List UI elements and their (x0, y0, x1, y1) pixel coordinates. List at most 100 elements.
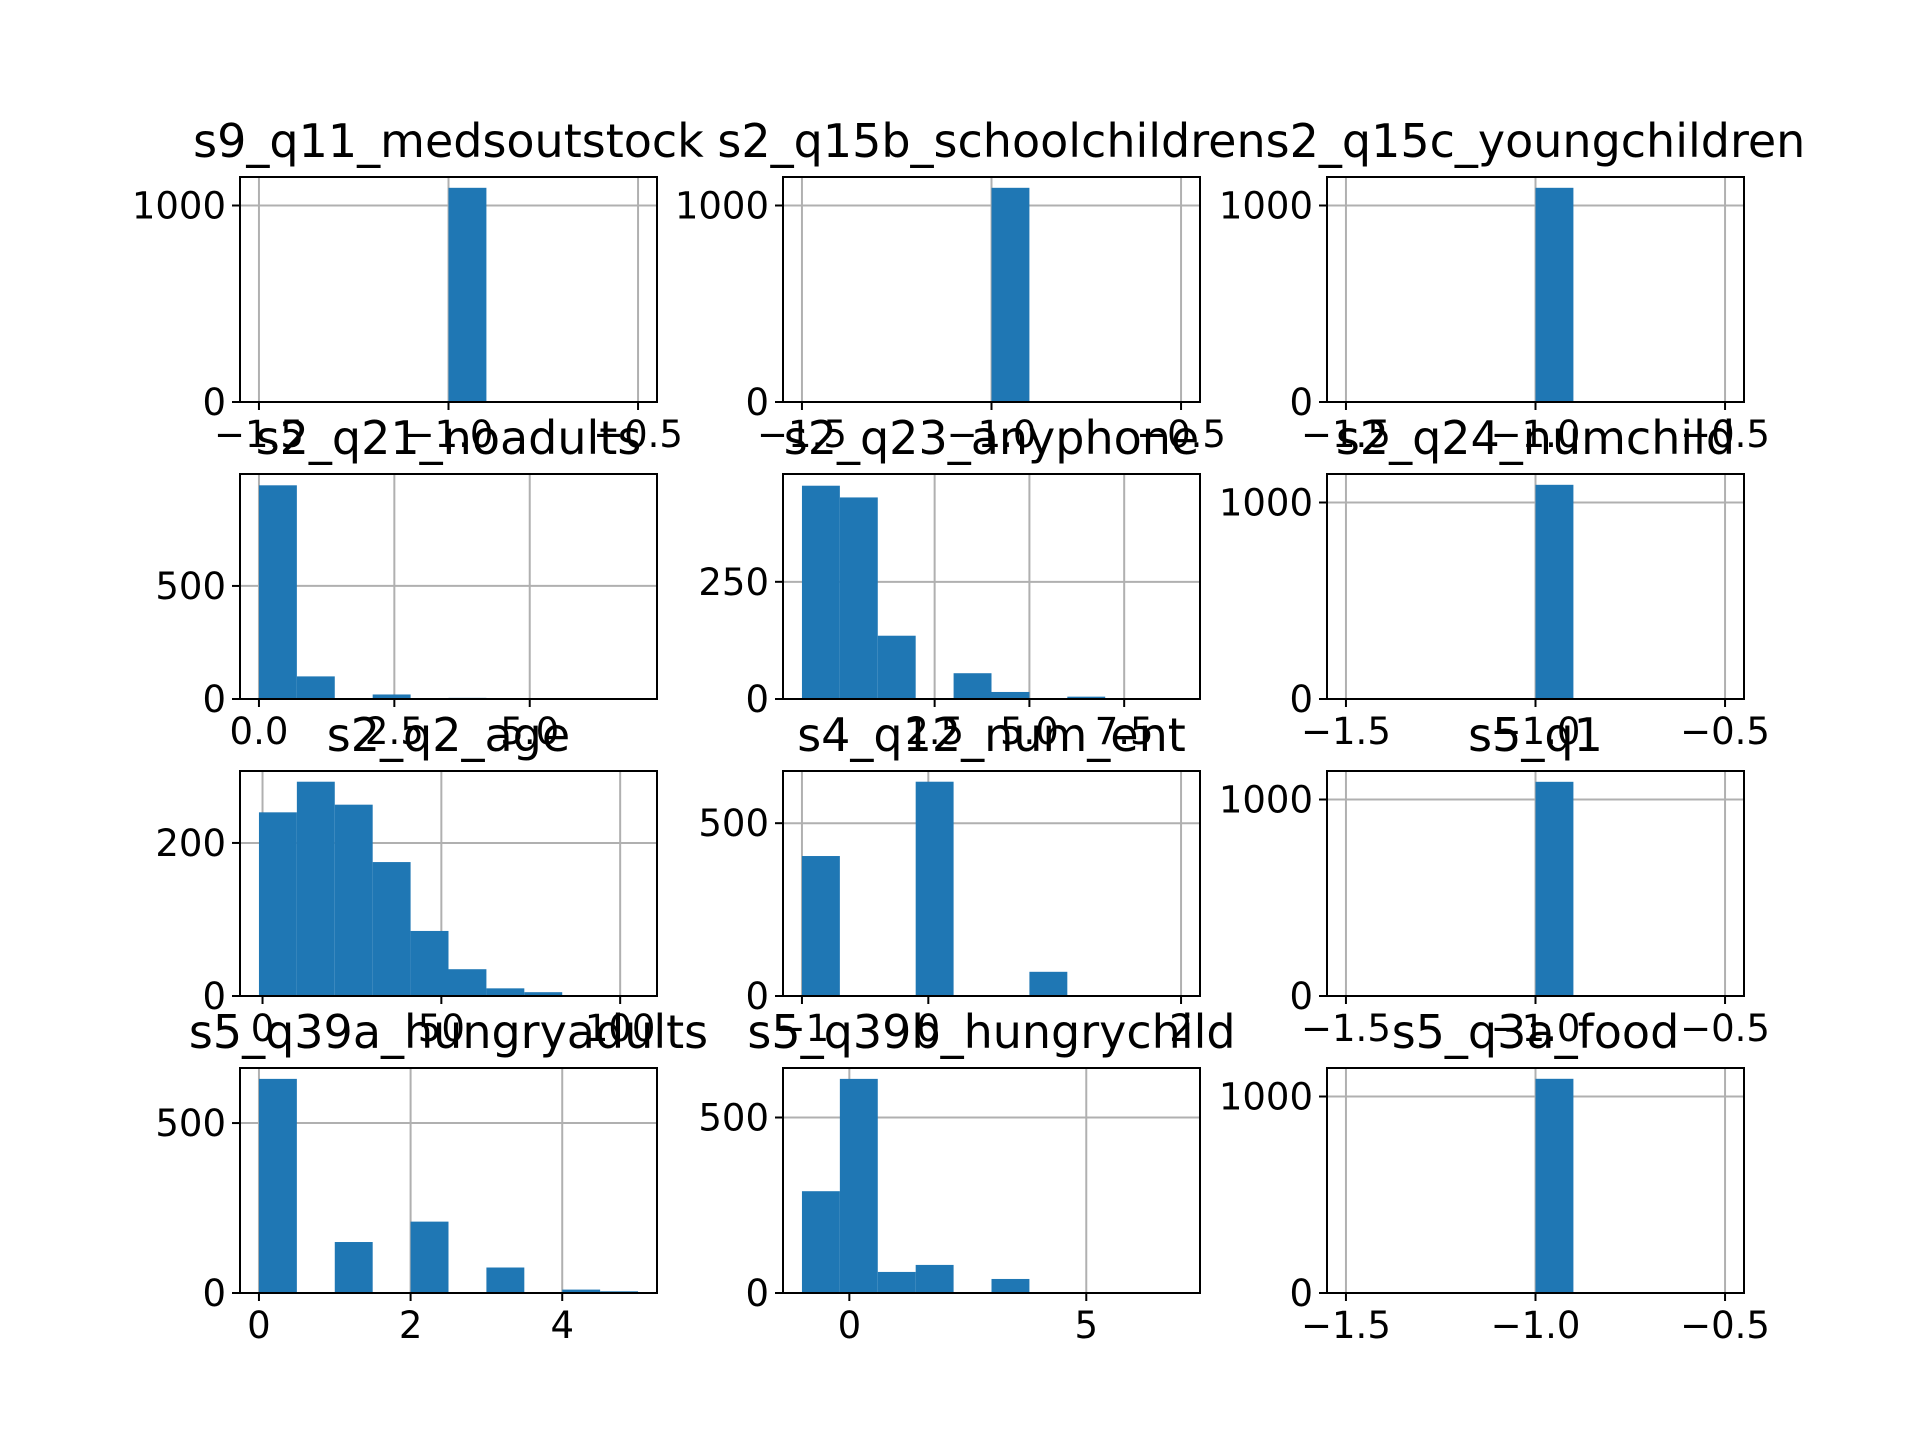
histogram-bar (1535, 187, 1574, 402)
y-tick-label: 1000 (1219, 184, 1313, 227)
y-tick-label: 0 (1289, 1272, 1313, 1315)
y-tick-label: 1000 (1219, 1075, 1313, 1118)
x-tick-label: −1 (775, 1007, 830, 1050)
y-tick-label: 0 (202, 975, 226, 1018)
histogram-bar (258, 812, 297, 996)
histogram-bar (486, 988, 525, 996)
histogram-bar (372, 694, 411, 699)
y-tick-label: 0 (745, 1272, 769, 1315)
subplot-12: −1.5 −1.0 −0.5 0 1000 s5_q3a_food (1219, 1005, 1770, 1347)
histogram-bar (296, 781, 335, 996)
x-tick-label: 5.0 (1000, 710, 1059, 753)
x-tick-label: 0 (917, 1007, 941, 1050)
subplot-7: 0 50 100 0 200 s2_q2_age (155, 708, 658, 1050)
x-tick-label: −0.5 (1680, 413, 1770, 456)
histogram-bar (410, 930, 449, 996)
x-tick-label: −1.5 (1301, 413, 1391, 456)
x-tick-label: 50 (418, 1007, 465, 1050)
subplot-title: s4_q12_num_ent (797, 708, 1186, 762)
histogram-bar (296, 676, 335, 699)
x-tick-label: 0 (251, 1007, 275, 1050)
histogram-bar (1535, 781, 1574, 996)
axes-frame (239, 770, 658, 997)
y-tick-label: 0 (202, 1272, 226, 1315)
histogram-bar (915, 1264, 954, 1293)
histogram-bar (1029, 971, 1068, 996)
y-tick-label: 0 (1289, 678, 1313, 721)
x-tick-label: 0 (247, 1304, 271, 1347)
y-tick-label: 250 (698, 561, 769, 604)
x-tick-label: −0.5 (1680, 1304, 1770, 1347)
subplot-title: s2_q15c_youngchildren (1266, 114, 1806, 168)
x-tick-label: −0.5 (593, 413, 683, 456)
histogram-bar (334, 1242, 373, 1293)
histogram-bar (448, 969, 487, 996)
histogram-bar (562, 1289, 601, 1293)
x-tick-label: −1.5 (1301, 1007, 1391, 1050)
y-tick-label: 500 (155, 565, 226, 608)
x-tick-label: 7.5 (1095, 710, 1154, 753)
subplot-title: s2_q21_noadults (256, 411, 642, 465)
x-tick-label: 100 (585, 1007, 656, 1050)
histogram-bar (877, 635, 916, 699)
histogram-bar (1067, 696, 1106, 699)
y-tick-label: 0 (745, 381, 769, 424)
subplot-6: −1.5 −1.0 −0.5 0 1000 s2_q24_numchild (1219, 411, 1770, 753)
histogram-bar (953, 673, 992, 699)
x-tick-label: 2.5 (365, 710, 424, 753)
x-tick-label: 0 (838, 1304, 862, 1347)
x-tick-label: −1.0 (1491, 710, 1581, 753)
x-tick-label: 4 (550, 1304, 574, 1347)
x-tick-label: −1.0 (947, 413, 1037, 456)
y-tick-label: 0 (745, 975, 769, 1018)
histogram-bar (801, 1191, 840, 1293)
subplot-title: s2_q23_anyphone (784, 411, 1199, 465)
x-tick-label: −0.5 (1136, 413, 1226, 456)
x-tick-label: −1.0 (1491, 413, 1581, 456)
x-tick-label: −0.5 (1680, 1007, 1770, 1050)
subplot-3: −1.5 −1.0 −0.5 0 1000 s2_q15c_youngchildren (1219, 114, 1806, 456)
axes-frame (239, 1067, 658, 1294)
x-tick-label: 5 (1074, 1304, 1098, 1347)
subplot-11: 0 5 0 500 s5_q39b_hungrychild (698, 1005, 1235, 1347)
histogram-bar (258, 485, 297, 699)
histogram-bar (991, 691, 1030, 699)
y-tick-label: 1000 (132, 184, 226, 227)
histogram-bar (991, 187, 1030, 402)
y-tick-label: 500 (698, 1096, 769, 1139)
histogram-bar (372, 862, 411, 996)
axes-frame (782, 1067, 1201, 1294)
subplot-title: s5_q39b_hungrychild (747, 1005, 1235, 1059)
x-tick-label: 5.0 (500, 710, 559, 753)
x-tick-label: −1.5 (1301, 1304, 1391, 1347)
y-tick-label: 0 (202, 381, 226, 424)
x-tick-label: −1.0 (1491, 1304, 1581, 1347)
histogram-bar (801, 485, 840, 699)
axes-frame (782, 770, 1201, 997)
histogram-bar (915, 781, 954, 996)
histogram-bar (1535, 484, 1574, 699)
histogram-bar (448, 187, 487, 402)
histogram-bar (877, 1271, 916, 1293)
axes-frame (782, 473, 1201, 700)
x-tick-label: −1.5 (1301, 710, 1391, 753)
subplot-title: s2_q15b_schoolchildren (717, 114, 1265, 168)
subplot-title: s9_q11_medsoutstock (193, 114, 704, 168)
y-tick-label: 200 (155, 822, 226, 865)
x-tick-label: −1.0 (404, 413, 494, 456)
subplot-1: −1.5 −1.0 −0.5 0 1000 s9_q11_medsoutstock (132, 114, 704, 456)
subplot-title: s5_q3a_food (1392, 1005, 1680, 1059)
y-tick-label: 1000 (1219, 778, 1313, 821)
y-tick-label: 0 (745, 678, 769, 721)
y-tick-label: 500 (155, 1102, 226, 1145)
histogram-bar (524, 992, 563, 996)
subplot-title: s2_q2_age (327, 708, 570, 762)
x-tick-label: 2 (1169, 1007, 1193, 1050)
histogram-bar (258, 1078, 297, 1293)
subplot-title: s5_q1 (1468, 708, 1603, 762)
subplot-5: 2.5 5.0 7.5 0 250 s2_q23_anyphone (698, 411, 1201, 753)
subplot-title: s2_q24_numchild (1336, 411, 1735, 465)
histogram-bar (801, 856, 840, 996)
